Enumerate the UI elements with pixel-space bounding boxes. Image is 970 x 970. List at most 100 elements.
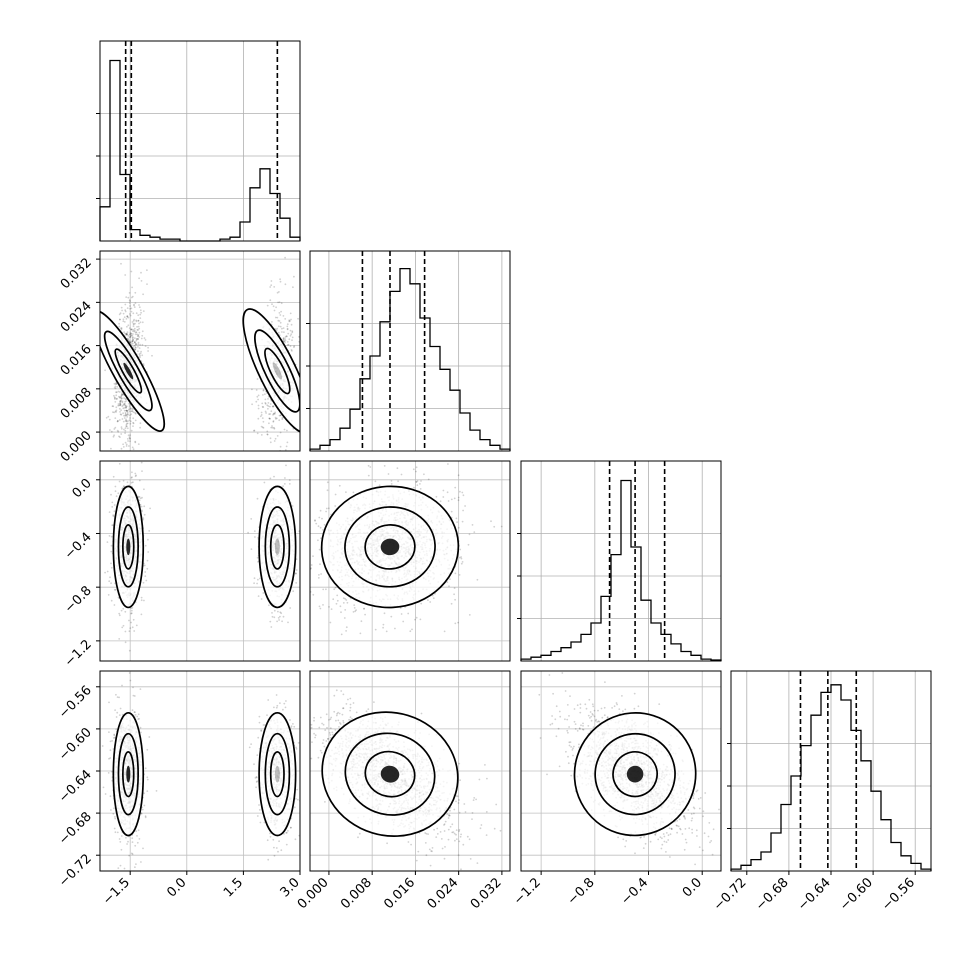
sample-point bbox=[268, 417, 271, 420]
sample-point bbox=[383, 612, 386, 615]
sample-point bbox=[253, 530, 256, 532]
sample-point bbox=[285, 831, 288, 834]
sample-point bbox=[271, 426, 274, 429]
sample-point bbox=[464, 505, 466, 507]
sample-point bbox=[137, 314, 140, 317]
sample-point bbox=[255, 776, 258, 778]
sample-point bbox=[284, 341, 286, 344]
sample-point bbox=[292, 428, 295, 430]
sample-point bbox=[287, 332, 290, 335]
sample-point bbox=[123, 397, 125, 399]
sample-point bbox=[327, 507, 330, 510]
sample-point bbox=[132, 329, 135, 331]
sample-point bbox=[279, 414, 282, 416]
sample-point bbox=[317, 577, 320, 579]
sample-point bbox=[141, 354, 144, 357]
sample-point bbox=[276, 704, 279, 707]
density-peak bbox=[274, 538, 280, 556]
sample-point bbox=[269, 413, 272, 415]
sample-point bbox=[278, 291, 280, 293]
sample-point bbox=[267, 407, 269, 410]
sample-point bbox=[132, 339, 135, 342]
sample-point bbox=[369, 466, 372, 468]
panel-content bbox=[310, 461, 510, 661]
sample-point bbox=[130, 332, 132, 335]
sample-point bbox=[270, 280, 273, 282]
sample-point bbox=[112, 515, 115, 518]
sample-point bbox=[118, 325, 121, 328]
sample-point bbox=[139, 354, 141, 357]
sample-point bbox=[140, 861, 142, 863]
sample-point bbox=[138, 304, 140, 306]
sample-point bbox=[291, 339, 293, 342]
sample-point bbox=[125, 333, 128, 336]
sample-point bbox=[119, 404, 122, 407]
sample-point bbox=[136, 329, 139, 331]
sample-point bbox=[132, 338, 134, 341]
sample-point bbox=[146, 283, 148, 285]
sample-point bbox=[110, 550, 113, 553]
sample-point bbox=[125, 400, 127, 402]
sample-point bbox=[278, 419, 281, 422]
sample-point bbox=[127, 414, 129, 416]
sample-point bbox=[126, 413, 129, 415]
sample-point bbox=[118, 480, 121, 483]
contour-middle bbox=[264, 506, 291, 588]
sample-point bbox=[257, 394, 260, 397]
sample-point bbox=[310, 567, 312, 570]
sample-point bbox=[454, 486, 457, 489]
sample-point bbox=[294, 838, 297, 841]
sample-point bbox=[129, 414, 131, 417]
sample-point bbox=[301, 761, 303, 763]
sample-point bbox=[123, 414, 125, 417]
sample-point bbox=[137, 329, 140, 331]
sample-point bbox=[134, 343, 137, 345]
sample-point bbox=[129, 407, 132, 410]
sample-point bbox=[121, 626, 124, 629]
sample-point bbox=[138, 717, 141, 720]
sample-point bbox=[131, 471, 133, 474]
sample-point bbox=[269, 403, 272, 405]
sample-point bbox=[253, 582, 256, 585]
sample-point bbox=[138, 499, 141, 502]
sample-point bbox=[125, 398, 128, 400]
sample-point bbox=[146, 269, 148, 272]
sample-point bbox=[113, 386, 116, 389]
sample-point bbox=[282, 338, 285, 341]
sample-point bbox=[345, 599, 348, 601]
sample-point bbox=[289, 826, 292, 829]
sample-point bbox=[124, 401, 126, 403]
sample-point bbox=[110, 544, 113, 547]
sample-point bbox=[130, 477, 133, 479]
sample-point bbox=[432, 597, 435, 600]
sample-point bbox=[120, 409, 122, 412]
sample-point bbox=[140, 596, 143, 599]
sample-point bbox=[334, 505, 337, 507]
sample-point bbox=[129, 336, 132, 338]
sample-point bbox=[273, 846, 275, 849]
sample-point bbox=[113, 588, 116, 591]
contour-inner bbox=[364, 524, 416, 570]
sample-point bbox=[147, 538, 149, 541]
sample-point bbox=[283, 340, 286, 343]
sample-point bbox=[275, 306, 277, 309]
sample-point bbox=[336, 599, 339, 602]
sample-point bbox=[318, 574, 320, 576]
sample-point bbox=[267, 398, 269, 400]
sample-point bbox=[125, 406, 127, 409]
sample-point bbox=[123, 409, 126, 412]
sample-point bbox=[141, 510, 143, 513]
sample-point bbox=[262, 592, 265, 594]
sample-point bbox=[126, 411, 129, 414]
sample-point bbox=[295, 582, 298, 584]
sample-point bbox=[126, 315, 129, 317]
sample-point bbox=[134, 341, 136, 344]
sample-point bbox=[122, 607, 125, 610]
sample-point bbox=[117, 403, 120, 405]
sample-point bbox=[118, 404, 121, 407]
sample-point bbox=[127, 440, 129, 442]
sample-point bbox=[110, 566, 113, 569]
hist-panel-3 bbox=[727, 670, 932, 872]
sample-point bbox=[272, 305, 275, 308]
sample-point bbox=[320, 537, 322, 540]
